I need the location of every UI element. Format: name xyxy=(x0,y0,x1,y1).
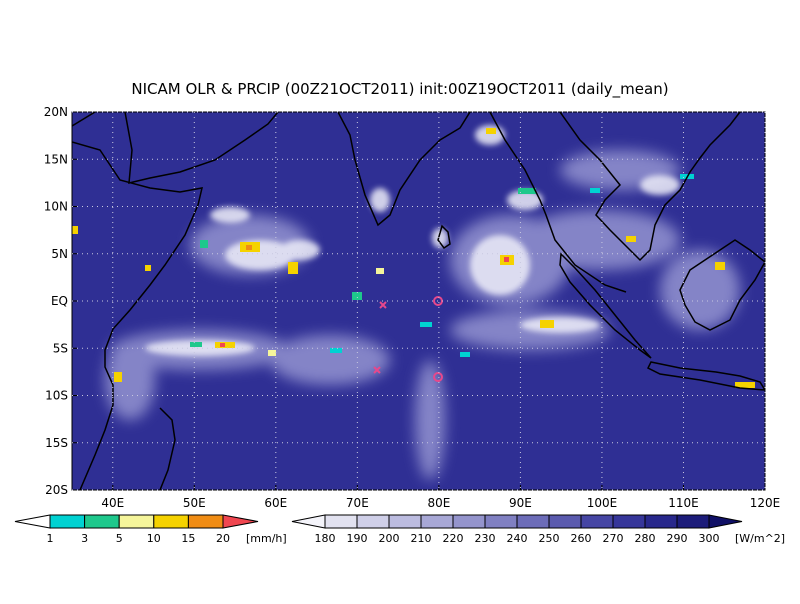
colorbar-label: 210 xyxy=(411,532,432,545)
map-field xyxy=(72,112,765,490)
colorbar-swatch xyxy=(14,514,51,529)
lat-label: 5N xyxy=(51,247,68,261)
colorbar-swatch xyxy=(676,514,710,529)
colorbar-swatch xyxy=(580,514,614,529)
lon-label: 120E xyxy=(750,496,781,510)
colorbar-swatch xyxy=(118,514,155,529)
lat-label: 15N xyxy=(44,152,68,166)
colorbar-swatch xyxy=(708,514,743,529)
colorbar-label: 15 xyxy=(181,532,195,545)
colorbar-swatch xyxy=(291,514,326,529)
colorbar-swatch xyxy=(388,514,422,529)
coastlines xyxy=(72,112,765,490)
map-title: NICAM OLR & PRCIP (00Z21OCT2011) init:00… xyxy=(131,80,668,99)
colorbar-label: 1 xyxy=(47,532,54,545)
colorbar-swatch xyxy=(484,514,518,529)
colorbar-label: 230 xyxy=(475,532,496,545)
lon-label: 40E xyxy=(101,496,124,510)
lon-label: 50E xyxy=(183,496,206,510)
lon-label: 100E xyxy=(587,496,618,510)
lon-label: 90E xyxy=(509,496,532,510)
colorbar-label: 10 xyxy=(147,532,161,545)
colorbar-swatch xyxy=(84,514,120,529)
lon-label: 110E xyxy=(668,496,699,510)
lat-label: 5S xyxy=(53,341,68,355)
colorbar-label: 240 xyxy=(507,532,528,545)
colorbar-swatch xyxy=(49,514,86,529)
colorbar-swatch xyxy=(153,514,189,529)
colorbar-swatch xyxy=(612,514,646,529)
lat-label: EQ xyxy=(51,294,68,308)
lon-label: 60E xyxy=(264,496,287,510)
colorbar-unit: [mm/h] xyxy=(246,532,287,545)
colorbar-label: 180 xyxy=(315,532,336,545)
colorbar-unit: [W/m^2] xyxy=(735,532,785,545)
lat-label: 10N xyxy=(44,200,68,214)
colorbar-swatch xyxy=(644,514,678,529)
colorbar-swatch xyxy=(548,514,582,529)
colorbar-label: 290 xyxy=(667,532,688,545)
lat-label: 15S xyxy=(45,436,68,450)
colorbar-label: 5 xyxy=(116,532,123,545)
colorbar-label: 3 xyxy=(81,532,88,545)
colorbar-label: 20 xyxy=(216,532,230,545)
colorbar-label: 270 xyxy=(603,532,624,545)
colorbar-label: 200 xyxy=(379,532,400,545)
colorbar-label: 220 xyxy=(443,532,464,545)
lon-label: 80E xyxy=(427,496,450,510)
colorbar-swatch xyxy=(420,514,454,529)
colorbar-label: 300 xyxy=(699,532,720,545)
colorbar-swatch xyxy=(187,514,224,529)
lat-label: 10S xyxy=(45,389,68,403)
lon-label: 70E xyxy=(346,496,369,510)
lat-label: 20S xyxy=(45,483,68,497)
colorbar-swatch xyxy=(516,514,550,529)
colorbar-label: 190 xyxy=(347,532,368,545)
colorbar-label: 250 xyxy=(539,532,560,545)
lat-label: 20N xyxy=(44,105,68,119)
colorbar-label: 260 xyxy=(571,532,592,545)
colorbar-swatch xyxy=(222,514,259,529)
colorbar-label: 280 xyxy=(635,532,656,545)
colorbar-swatch xyxy=(452,514,486,529)
colorbar-swatch xyxy=(324,514,358,529)
colorbar-swatch xyxy=(356,514,390,529)
